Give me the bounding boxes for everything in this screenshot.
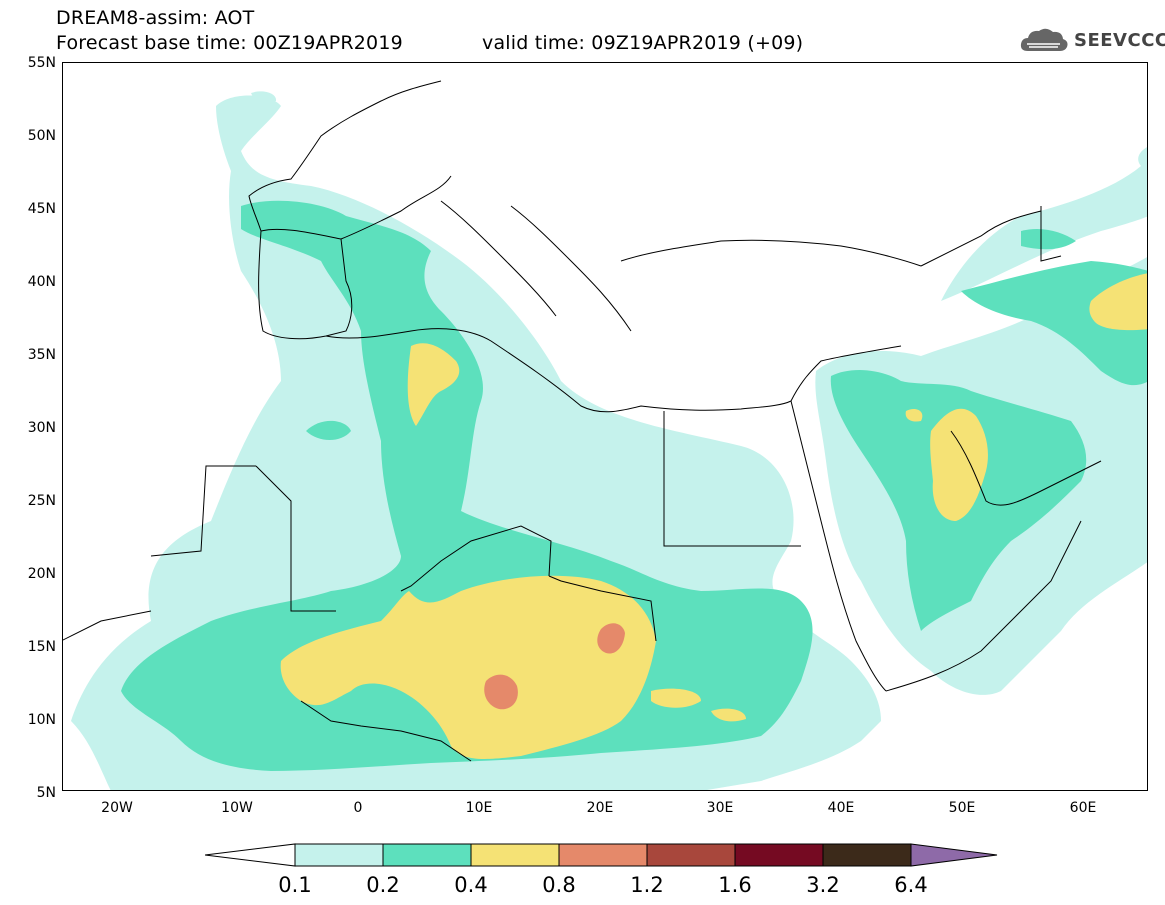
x-tick-label: 40E xyxy=(827,800,855,816)
y-tick-label: 55N xyxy=(27,55,56,71)
aot-colorbar xyxy=(205,843,998,867)
colorbar-label: 1.2 xyxy=(630,873,664,897)
map-title: DREAM8-assim: AOT xyxy=(56,7,255,29)
x-tick-label: 0 xyxy=(353,800,363,816)
forecast-base-time: Forecast base time: 00Z19APR2019 xyxy=(56,32,403,54)
colorbar-label: 0.8 xyxy=(542,873,576,897)
x-tick-label: 30E xyxy=(706,800,734,816)
x-tick-label: 50E xyxy=(948,800,976,816)
colorbar-label: 1.6 xyxy=(718,873,752,897)
colorbar-label: 6.4 xyxy=(894,873,928,897)
x-tick-label: 60E xyxy=(1069,800,1097,816)
x-tick-label: 20E xyxy=(586,800,614,816)
logo-text: SEEVCCC xyxy=(1074,29,1165,51)
x-tick-label: 10W xyxy=(221,800,253,816)
colorbar-swatch xyxy=(294,843,384,867)
y-tick-label: 30N xyxy=(27,420,56,436)
colorbar-swatch xyxy=(734,843,824,867)
y-tick-label: 25N xyxy=(27,493,56,509)
y-tick-label: 10N xyxy=(27,712,56,728)
colorbar-swatch xyxy=(822,843,912,867)
y-tick-label: 15N xyxy=(27,639,56,655)
x-tick-label: 10E xyxy=(465,800,493,816)
y-tick-label: 50N xyxy=(27,128,56,144)
colorbar-swatch xyxy=(382,843,472,867)
y-tick-label: 40N xyxy=(27,274,56,290)
colorbar-upper-arrow xyxy=(910,843,998,867)
valid-time: valid time: 09Z19APR2019 (+09) xyxy=(482,32,804,54)
y-tick-label: 45N xyxy=(27,201,56,217)
aot-level-0-8 xyxy=(484,623,625,710)
colorbar-label: 0.2 xyxy=(366,873,400,897)
aot-map xyxy=(63,80,1147,790)
map-area[interactable] xyxy=(62,62,1148,791)
colorbar-lower-arrow xyxy=(205,843,296,867)
cloud-icon xyxy=(1020,28,1068,51)
colorbar-swatch xyxy=(558,843,648,867)
colorbar-label: 0.4 xyxy=(454,873,488,897)
colorbar-swatch xyxy=(646,843,736,867)
y-tick-label: 35N xyxy=(27,347,56,363)
colorbar-swatch xyxy=(470,843,560,867)
aot-level-0-4 xyxy=(280,273,1147,759)
y-tick-label: 5N xyxy=(36,785,56,801)
y-tick-label: 20N xyxy=(27,566,56,582)
x-tick-label: 20W xyxy=(101,800,133,816)
seevccc-logo: SEEVCCC xyxy=(1018,24,1165,56)
coastlines-borders xyxy=(63,80,1102,762)
colorbar-label: 0.1 xyxy=(278,873,312,897)
colorbar-label: 3.2 xyxy=(806,873,840,897)
